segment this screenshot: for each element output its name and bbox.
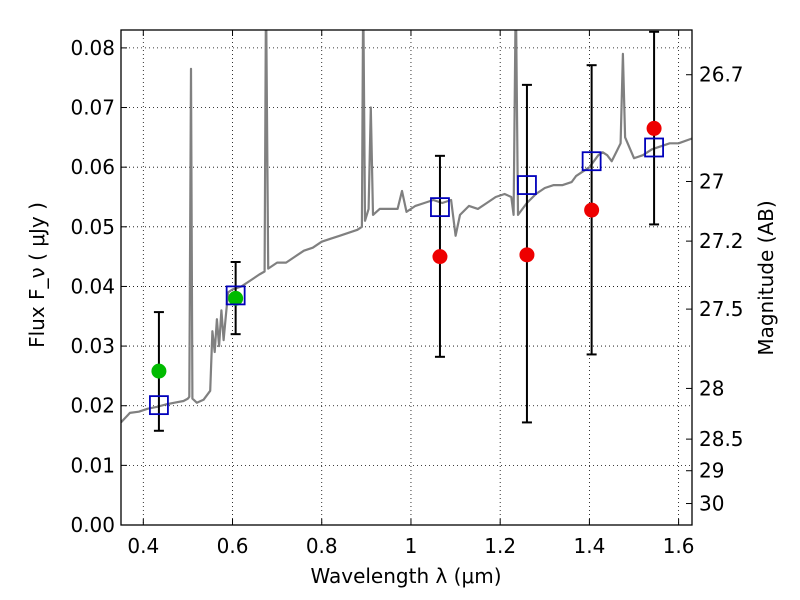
green-circle-point [151, 363, 167, 379]
x-tick-label: 1.4 [573, 534, 605, 558]
y-tick-label: 0.02 [70, 394, 115, 418]
y-tick-label: 0.06 [70, 155, 115, 179]
model-square-point [430, 197, 450, 218]
right-tick-label: 26.7 [699, 63, 744, 87]
x-axis-label: Wavelength λ (μm) [310, 564, 501, 588]
red-circle-point [584, 202, 600, 218]
model-square-point [644, 137, 664, 158]
red-circle-point [432, 249, 448, 265]
y-tick-label: 0.04 [70, 274, 115, 298]
right-tick-label: 28 [699, 376, 724, 400]
y-tick-label: 0.08 [70, 36, 115, 60]
x-tick-label: 0.6 [217, 534, 249, 558]
x-tick-label: 1 [405, 534, 418, 558]
x-tick-label: 0.8 [306, 534, 338, 558]
model-square-point [517, 175, 537, 195]
spectrum-line [121, 30, 692, 424]
y-tick-label: 0.03 [70, 334, 115, 358]
green-circle-point [228, 290, 244, 306]
plot-frame [120, 29, 693, 526]
plot-area [121, 30, 692, 432]
model-square-point [149, 395, 169, 416]
right-tick-label: 29 [699, 459, 724, 483]
x-tick-label: 1.6 [663, 534, 695, 558]
right-tick-label: 27 [699, 169, 724, 193]
right-tick-label: 28.5 [699, 427, 744, 451]
right-tick-label: 27.5 [699, 297, 744, 321]
y-tick-label: 0.05 [70, 215, 115, 239]
grid [121, 30, 692, 525]
model-square-point [225, 285, 246, 306]
right-tick-label: 30 [699, 492, 724, 516]
y-axis-label-left: Flux F_ν ( μJy ) [25, 202, 49, 348]
red-circle-point [519, 247, 535, 263]
x-tick-label: 1.2 [484, 534, 516, 558]
y-tick-label: 0.01 [70, 453, 115, 477]
model-square-point [581, 151, 602, 172]
red-circle-point [646, 120, 662, 136]
right-tick-label: 27.2 [699, 229, 744, 253]
y-axis-label-right: Magnitude (AB) [754, 200, 778, 355]
y-tick-label: 0.07 [70, 96, 115, 120]
x-tick-label: 0.4 [127, 534, 159, 558]
y-tick-label: 0.00 [70, 513, 115, 537]
